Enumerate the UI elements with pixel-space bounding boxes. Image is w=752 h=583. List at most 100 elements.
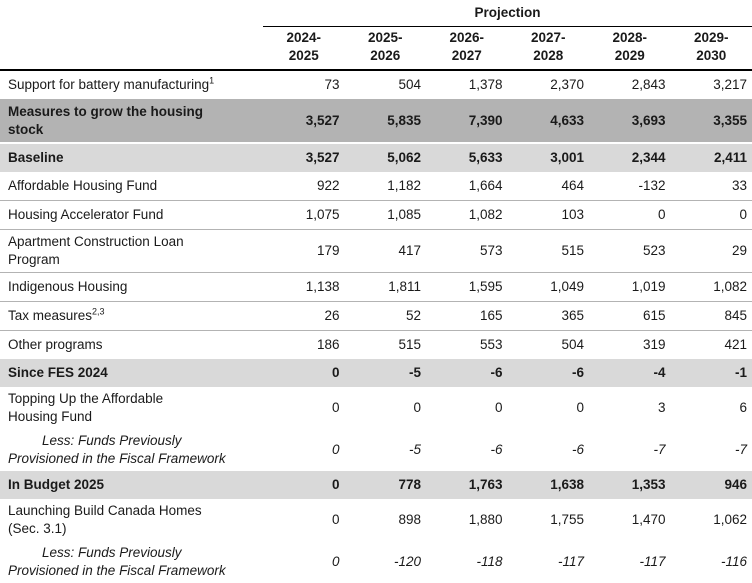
cell-value: -6 — [507, 359, 589, 387]
row-label: Housing Accelerator Fund — [0, 200, 263, 230]
table-row: Support for battery manufacturing1 73 504 1… — [0, 70, 752, 100]
cell-value: 0 — [263, 471, 345, 499]
cell-value: 515 — [398, 337, 421, 352]
table-row: Indigenous Housing 1,138 1,811 1,595 1,049 1,… — [0, 272, 752, 302]
projection-label: Projection — [263, 0, 752, 27]
cell-value: 0 — [331, 554, 340, 569]
cell-value: 946 — [670, 471, 752, 499]
cell-value: -116 — [720, 554, 748, 569]
cell-value: 3,527 — [263, 99, 345, 144]
cell-value: 778 — [344, 471, 426, 499]
cell-value: -7 — [653, 442, 666, 457]
cell-value: 1,595 — [426, 272, 508, 302]
cell-value: 3,355 — [670, 99, 752, 144]
cell-value: -7 — [735, 442, 748, 457]
cell-value: 1,664 — [426, 172, 508, 201]
cell-value: -118 — [476, 554, 503, 569]
cell-value: 1,182 — [344, 172, 426, 201]
cell-value: 504 — [344, 70, 426, 100]
year-column-header: 2024- 2025 — [263, 26, 345, 71]
cell-value: 4,633 — [507, 99, 589, 144]
cell-value: 1,049 — [507, 272, 589, 302]
cell-value: 1,138 — [263, 272, 345, 302]
year-column-header: 2026- 2027 — [426, 26, 508, 71]
cell-value: 0 — [331, 400, 340, 415]
cell-value: 5,835 — [344, 99, 426, 144]
table-row: In Budget 2025 0 778 1,763 1,638 1,353 946 — [0, 471, 752, 499]
table-row: Less: Funds Previously Provisioned in th… — [0, 541, 752, 583]
cell-value: 3,217 — [670, 70, 752, 100]
cell-value: 0 — [263, 359, 345, 387]
cell-value: 6 — [739, 400, 748, 415]
cell-value: 1,638 — [507, 471, 589, 499]
cell-value: 29 — [670, 229, 752, 273]
cell-value: 504 — [561, 337, 584, 352]
cell-value: 3,527 — [263, 143, 345, 172]
cell-value: 3,001 — [507, 143, 589, 172]
cell-value: 0 — [589, 200, 671, 230]
cell-value: 1,062 — [713, 512, 748, 527]
table-row: Launching Build Canada Homes (Sec. 3.1) 0… — [0, 499, 752, 541]
cell-value: -5 — [344, 359, 426, 387]
cell-value: 1,880 — [468, 512, 503, 527]
cell-value: 1,019 — [589, 272, 671, 302]
cell-value: 52 — [344, 301, 426, 331]
cell-value: -6 — [490, 442, 503, 457]
footnote-marker: 2,3 — [92, 306, 105, 317]
row-label: Baseline — [0, 143, 263, 172]
cell-value: 5,633 — [426, 143, 508, 172]
cell-value: -117 — [557, 554, 584, 569]
cell-value: -132 — [589, 172, 671, 201]
cell-value: 2,411 — [670, 143, 752, 172]
cell-value: 417 — [344, 229, 426, 273]
projection-header-row: Projection — [0, 0, 752, 27]
table-row: Measures to grow the housing stock 3,527 5… — [0, 99, 752, 144]
cell-value: 615 — [589, 301, 671, 331]
cell-value: 1,763 — [426, 471, 508, 499]
cell-value: 5,062 — [344, 143, 426, 172]
cell-value: 515 — [507, 229, 589, 273]
cell-value: 464 — [507, 172, 589, 201]
year-header-row: 2024- 2025 2025- 2026 2026- 2027 2027- 2… — [0, 26, 752, 71]
cell-value: -6 — [426, 359, 508, 387]
row-label: Affordable Housing Fund — [0, 172, 263, 201]
cell-value: 186 — [316, 337, 340, 352]
row-label: Other programs — [8, 337, 103, 352]
row-label: Launching Build Canada Homes (Sec. 3.1) — [8, 503, 202, 536]
table-row: Apartment Construction Loan Program 179 41… — [0, 229, 752, 273]
year-column-header: 2025- 2026 — [344, 26, 426, 71]
cell-value: 1,811 — [344, 272, 426, 302]
table-row: Other programs 186 515 553 504 319 421 — [0, 331, 752, 360]
cell-value: -6 — [571, 442, 584, 457]
cell-value: 1,085 — [344, 200, 426, 230]
cell-value: 1,082 — [670, 272, 752, 302]
cell-value: 0 — [576, 400, 584, 415]
row-label: Topping Up the Affordable Housing Fund — [8, 391, 164, 424]
cell-value: 1,353 — [589, 471, 671, 499]
table-row: Tax measures2,3 26 52 165 365 615 845 — [0, 301, 752, 331]
row-label: Since FES 2024 — [0, 359, 263, 387]
cell-value: 365 — [507, 301, 589, 331]
table-row: Baseline 3,527 5,062 5,633 3,001 2,344 2,411 — [0, 143, 752, 172]
cell-value: -4 — [589, 359, 671, 387]
row-label: In Budget 2025 — [0, 471, 263, 499]
year-column-header: 2028- 2029 — [589, 26, 671, 71]
cell-value: 3,693 — [589, 99, 671, 144]
table-row: Topping Up the Affordable Housing Fund 0 0… — [0, 387, 752, 429]
cell-value: 421 — [724, 337, 748, 352]
table-body: Support for battery manufacturing1 73 504 1… — [0, 70, 752, 583]
cell-value: 0 — [413, 400, 421, 415]
cell-value: -120 — [393, 554, 421, 569]
cell-value: 1,755 — [550, 512, 584, 527]
cell-value: 33 — [670, 172, 752, 201]
cell-value: 523 — [589, 229, 671, 273]
row-label: Less: Funds Previously Provisioned in th… — [8, 545, 226, 578]
row-label: Indigenous Housing — [0, 272, 263, 302]
cell-value: 0 — [331, 442, 340, 457]
year-column-header: 2027- 2028 — [507, 26, 589, 71]
footnote-marker: 1 — [209, 75, 215, 86]
cell-value: 2,370 — [507, 70, 589, 100]
cell-value: 0 — [494, 400, 503, 415]
cell-value: 0 — [670, 200, 752, 230]
table-row: Affordable Housing Fund 922 1,182 1,664 464-… — [0, 172, 752, 201]
